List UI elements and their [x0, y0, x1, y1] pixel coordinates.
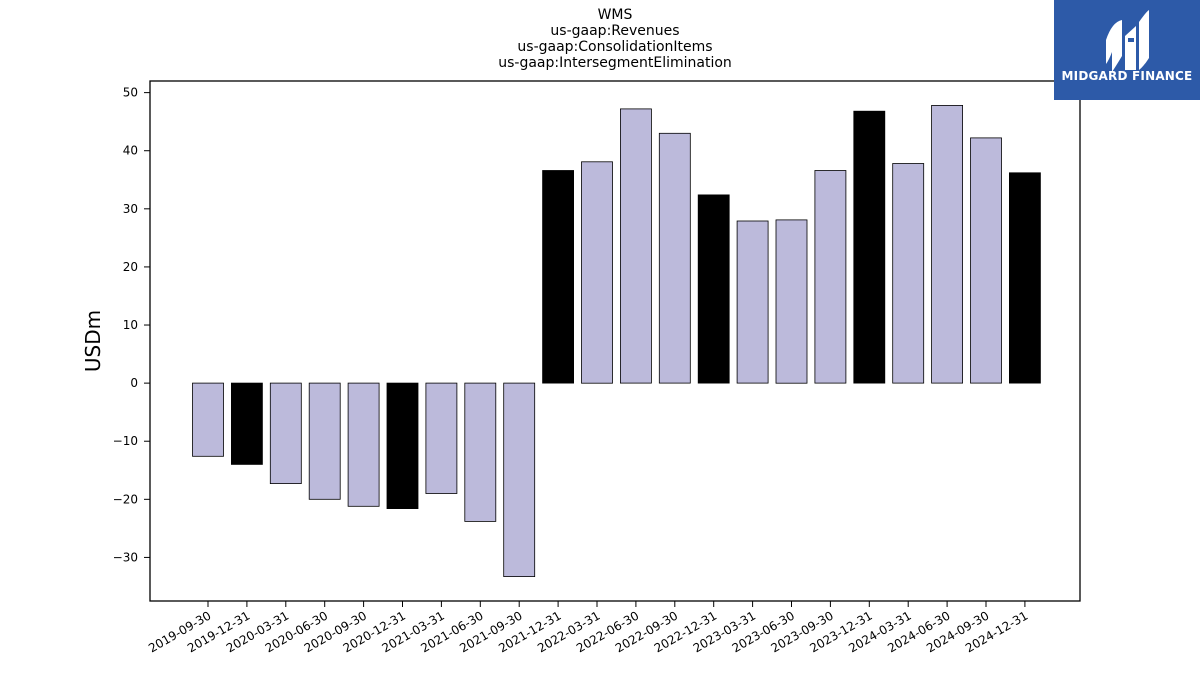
bar-2021-09-30	[503, 382, 536, 578]
bar-2020-06-30	[308, 382, 341, 500]
bar-2024-06-30	[931, 105, 963, 384]
chart-title-line-2: us-gaap:Revenues	[550, 23, 680, 39]
bar-2024-03-31	[892, 163, 925, 384]
bar-2023-03-31	[736, 220, 769, 384]
x-axis: 2019-09-302019-12-312020-03-312020-06-30…	[146, 601, 1030, 655]
logo-text: MIDGARD FINANCE	[1061, 69, 1193, 83]
y-tick-label: 40	[123, 144, 138, 158]
bar-2024-12-31	[1009, 172, 1041, 384]
logo-mark-icon	[1106, 10, 1149, 72]
y-tick-label: 0	[130, 376, 138, 390]
chart-title-line-3: us-gaap:ConsolidationItems	[517, 39, 713, 55]
y-tick-label: 50	[123, 86, 138, 100]
y-tick-label: −20	[113, 492, 138, 506]
bar-2020-09-30	[347, 382, 380, 507]
bar-2021-06-30	[464, 382, 497, 522]
bar-2023-06-30	[775, 219, 808, 384]
y-tick-label: 20	[123, 260, 138, 274]
bar-2022-12-31	[697, 194, 730, 384]
y-tick-label: −10	[113, 434, 138, 448]
bar-2019-12-31	[230, 382, 263, 465]
chart-title-line-4: us-gaap:IntersegmentElimination	[498, 55, 732, 71]
bar-2020-12-31	[386, 382, 419, 510]
bar-2020-03-31	[269, 382, 302, 485]
y-tick-label: −30	[113, 550, 138, 564]
bar-2024-09-30	[970, 137, 1002, 384]
y-axis: −30 −20 −10 0 10 20 30 40 50	[113, 86, 150, 564]
bar-2023-09-30	[814, 170, 847, 384]
bar-2021-03-31	[425, 382, 458, 494]
plot-frame	[149, 80, 1081, 602]
bar-2022-09-30	[658, 132, 691, 384]
bars-group	[192, 105, 1041, 578]
midgard-finance-logo: MIDGARD FINANCE	[1054, 0, 1200, 100]
bar-2023-12-31	[853, 110, 886, 384]
bar-2022-03-31	[581, 161, 613, 384]
bar-2019-09-30	[192, 382, 224, 457]
bar-2021-12-31	[542, 170, 574, 384]
y-tick-label: 30	[123, 202, 138, 216]
y-axis-label: USDm	[81, 310, 105, 372]
y-tick-label: 10	[123, 318, 138, 332]
chart-title-line-1: WMS	[597, 7, 633, 23]
bar-2022-06-30	[620, 108, 652, 384]
